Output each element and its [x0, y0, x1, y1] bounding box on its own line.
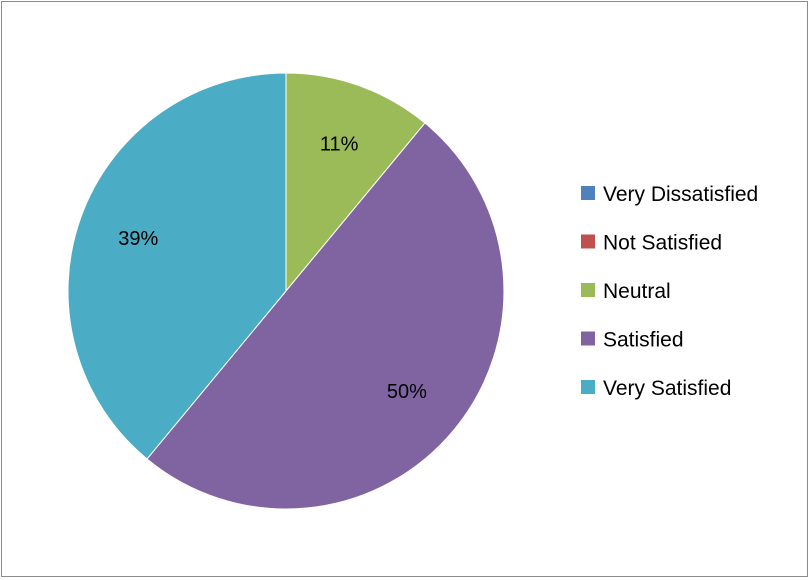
legend-label-neutral: Neutral [603, 280, 671, 303]
pie-slices [67, 72, 505, 510]
legend-label-very-dissatisfied: Very Dissatisfied [603, 183, 758, 206]
pie-slice-neutral [285, 72, 426, 293]
legend-swatch-not-satisfied [581, 234, 595, 249]
legend-swatch-very-satisfied [581, 380, 595, 394]
legend-label-satisfied: Satisfied [603, 329, 684, 352]
legend-swatch-satisfied [581, 331, 595, 346]
data-label-neutral: 11% [320, 133, 359, 155]
legend-swatch-neutral [581, 283, 595, 297]
data-label-satisfied: 50% [387, 381, 427, 403]
legend-label-very-satisfied: Very Satisfied [603, 377, 731, 400]
data-label-very-satisfied: 39% [118, 228, 158, 250]
pie-data-labels: 11% 50% 39% [118, 133, 427, 403]
legend-swatch-very-dissatisfied [581, 186, 595, 200]
pie-slice-satisfied [146, 122, 505, 510]
legend: Very Dissatisfied Not Satisfied Neutral Sat… [581, 183, 758, 400]
pie-slice-very-satisfied [67, 72, 287, 460]
legend-label-not-satisfied: Not Satisfied [603, 232, 722, 255]
